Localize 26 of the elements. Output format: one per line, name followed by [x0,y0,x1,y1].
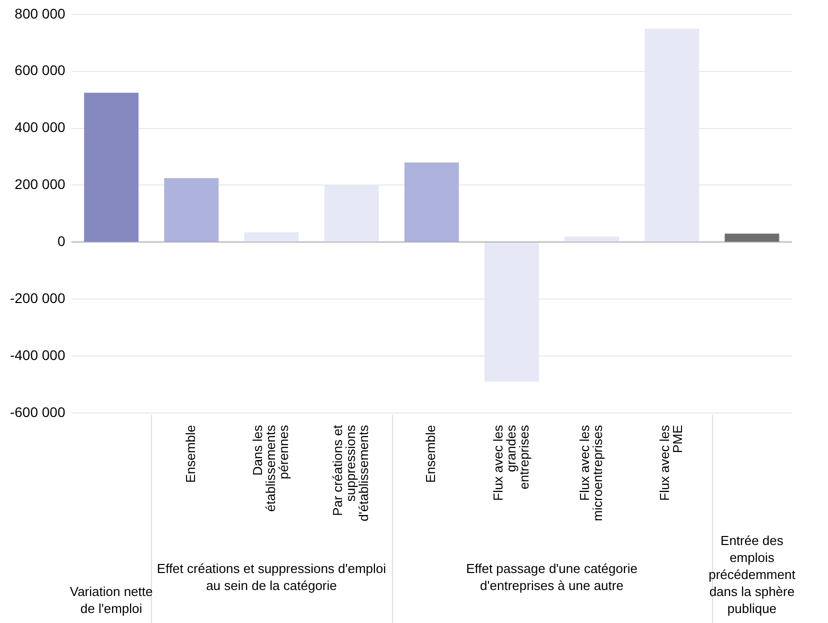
y-tick-label: -200 000 [10,290,66,306]
bar [564,236,620,242]
bar [724,234,780,242]
bar [484,242,539,382]
text: Entrée des emplois précédemment dans la sphère publique [708,533,796,616]
x-tick-label: Ensemble [423,425,438,483]
text: Effet passage d'une catégorie d'entreprises à une autre [466,561,638,593]
bar [84,92,139,242]
y-tick-label: 200 000 [14,176,66,192]
x-tick-label: Flux avec les grandes entreprises [490,424,532,501]
bar [644,28,700,242]
bar [244,232,299,242]
y-tick-label: -400 000 [10,346,66,363]
x-tick-label: Flux avec les PME [656,424,685,501]
y-tick-label: -600 000 [10,404,66,420]
text: Variation nette de l'emploi [70,584,153,616]
y-tick-label: 400 000 [14,119,66,136]
x-tick-label: Dans les établissements pérennes [250,424,292,512]
bar [404,162,459,242]
text: Effet créations et suppressions d'emploi au sein de la catégorie [156,561,386,593]
y-tick-label: 800 000 [14,5,66,22]
y-tick-label: 0 [57,233,66,250]
x-tick-label: Ensemble [182,425,198,483]
y-tick-label: 600 000 [14,62,66,78]
bar [164,178,219,242]
bar [324,185,379,242]
